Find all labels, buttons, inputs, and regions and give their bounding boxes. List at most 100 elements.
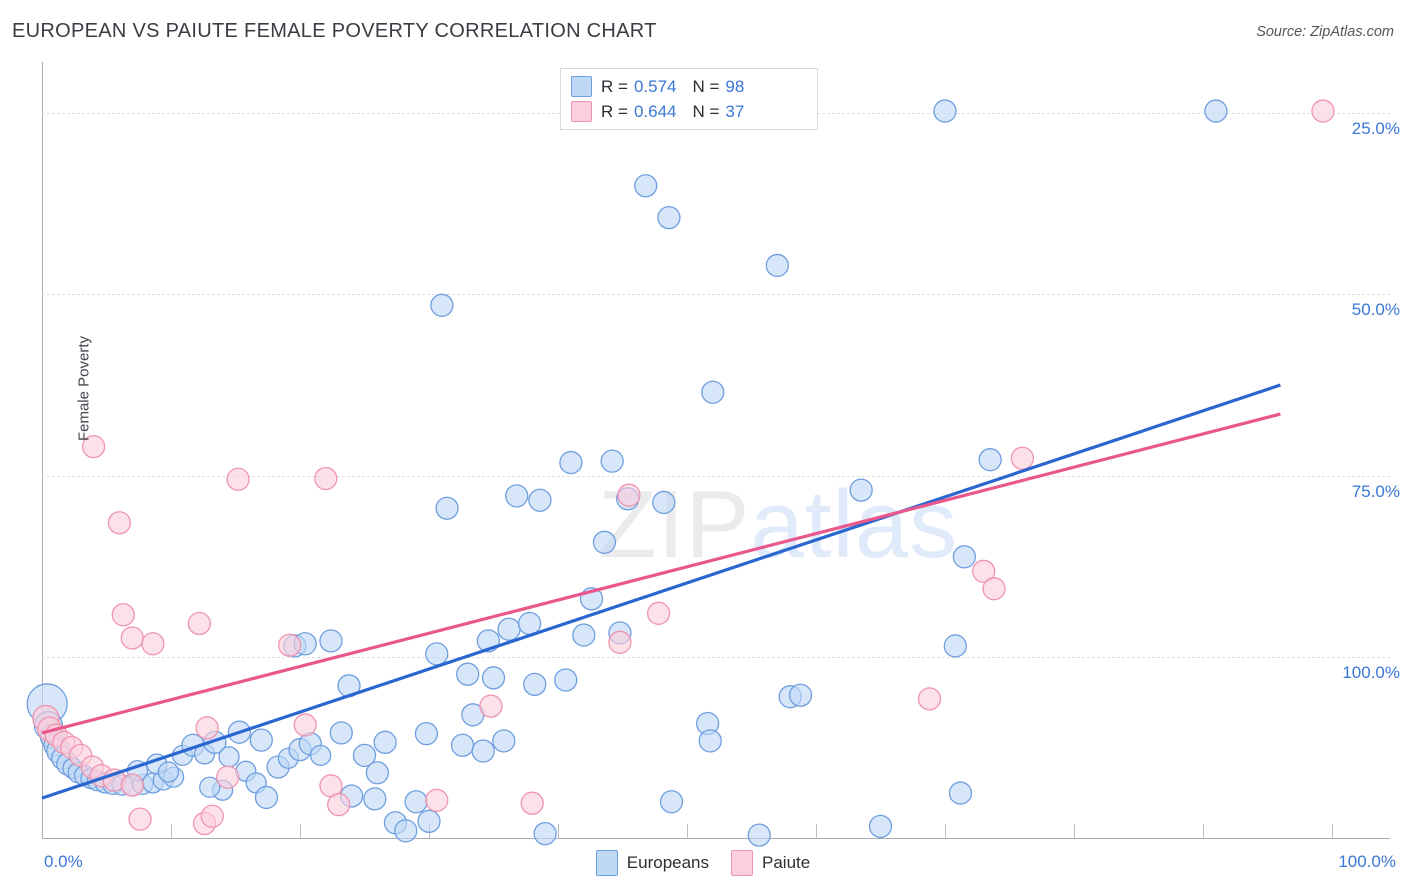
- data-point[interactable]: [572, 623, 596, 647]
- data-point[interactable]: [600, 449, 624, 473]
- data-point[interactable]: [128, 807, 152, 831]
- data-point[interactable]: [81, 434, 106, 459]
- data-point[interactable]: [698, 729, 722, 753]
- data-point[interactable]: [943, 634, 967, 658]
- data-point[interactable]: [657, 205, 681, 230]
- data-point[interactable]: [533, 822, 557, 846]
- scatter-plot: [26, 99, 1335, 847]
- data-point[interactable]: [492, 729, 516, 753]
- data-point[interactable]: [365, 761, 390, 785]
- data-point[interactable]: [327, 793, 351, 817]
- data-point[interactable]: [425, 788, 449, 812]
- data-point[interactable]: [505, 484, 529, 508]
- data-point[interactable]: [363, 787, 387, 811]
- data-point[interactable]: [479, 694, 503, 718]
- data-point[interactable]: [319, 629, 343, 653]
- data-point[interactable]: [559, 450, 583, 475]
- data-point[interactable]: [972, 559, 996, 583]
- x-tick-40: [558, 824, 559, 839]
- data-point[interactable]: [646, 601, 671, 625]
- data-point[interactable]: [417, 809, 441, 833]
- stat-swatch-paiute: [571, 101, 592, 122]
- data-point[interactable]: [634, 174, 658, 198]
- data-point[interactable]: [314, 466, 338, 491]
- stat-swatch-europeans: [571, 76, 592, 97]
- data-point[interactable]: [456, 662, 480, 686]
- y-axis-label-1: 75.0%: [1351, 481, 1400, 501]
- data-point[interactable]: [254, 785, 279, 810]
- data-point[interactable]: [849, 478, 873, 502]
- data-point[interactable]: [394, 819, 418, 843]
- y-axis-label-2: 50.0%: [1351, 300, 1400, 320]
- data-point[interactable]: [278, 633, 302, 657]
- data-point[interactable]: [226, 467, 250, 491]
- data-point[interactable]: [868, 814, 893, 839]
- data-point[interactable]: [497, 617, 521, 641]
- data-point[interactable]: [157, 761, 180, 783]
- data-point[interactable]: [608, 630, 632, 654]
- gridline-25: [42, 656, 1390, 658]
- legend-item-paiute[interactable]: Paiute: [731, 850, 810, 876]
- data-point[interactable]: [617, 483, 641, 507]
- data-point[interactable]: [948, 781, 973, 805]
- data-point[interactable]: [481, 666, 506, 690]
- data-point[interactable]: [293, 713, 317, 737]
- x-axis-line: [42, 838, 1390, 839]
- data-point[interactable]: [982, 577, 1006, 601]
- series-points-paiute: [32, 99, 1335, 836]
- data-point[interactable]: [404, 790, 428, 814]
- data-point[interactable]: [373, 730, 397, 754]
- data-point[interactable]: [788, 683, 813, 707]
- data-point[interactable]: [554, 668, 578, 692]
- data-point[interactable]: [187, 611, 212, 636]
- data-point[interactable]: [659, 790, 684, 814]
- data-point[interactable]: [517, 611, 542, 636]
- data-point[interactable]: [216, 765, 240, 789]
- data-point[interactable]: [120, 626, 144, 650]
- legend-label-paiute: Paiute: [762, 853, 811, 872]
- trendline-paiute: [41, 412, 1281, 735]
- data-point[interactable]: [352, 743, 377, 768]
- data-point[interactable]: [528, 488, 552, 512]
- data-point[interactable]: [329, 721, 353, 745]
- data-point[interactable]: [652, 490, 676, 515]
- data-point[interactable]: [765, 253, 789, 278]
- data-point[interactable]: [933, 99, 957, 123]
- data-point[interactable]: [120, 773, 144, 797]
- data-point[interactable]: [414, 721, 439, 746]
- x-tick-10: [171, 824, 172, 839]
- data-point[interactable]: [917, 687, 942, 711]
- data-point[interactable]: [107, 511, 132, 535]
- y-axis-label-0: 100.0%: [1342, 662, 1400, 682]
- x-tick-60: [816, 824, 817, 839]
- data-point[interactable]: [1204, 99, 1228, 123]
- legend-item-europeans[interactable]: Europeans: [595, 850, 709, 876]
- data-point[interactable]: [141, 632, 165, 656]
- data-point[interactable]: [218, 746, 240, 768]
- data-point[interactable]: [309, 744, 332, 767]
- data-point[interactable]: [249, 728, 273, 752]
- data-point[interactable]: [430, 293, 454, 317]
- data-point[interactable]: [450, 733, 475, 757]
- stat-n-value-europeans: 98: [725, 76, 745, 96]
- data-point[interactable]: [701, 380, 725, 404]
- data-point[interactable]: [471, 739, 495, 763]
- data-point[interactable]: [199, 776, 221, 798]
- data-point[interactable]: [200, 804, 224, 828]
- data-point[interactable]: [952, 545, 976, 569]
- data-point[interactable]: [195, 716, 219, 740]
- data-point[interactable]: [523, 672, 547, 697]
- data-point[interactable]: [978, 448, 1002, 472]
- data-point[interactable]: [520, 791, 544, 815]
- data-point[interactable]: [435, 496, 459, 520]
- data-point[interactable]: [111, 603, 135, 627]
- data-point[interactable]: [1311, 99, 1335, 123]
- stat-r-label-europeans: R =: [601, 76, 628, 96]
- data-point[interactable]: [1010, 446, 1035, 470]
- data-point[interactable]: [425, 642, 449, 666]
- data-point[interactable]: [592, 530, 617, 554]
- y-axis-label-3: 25.0%: [1351, 119, 1400, 139]
- data-point[interactable]: [747, 823, 771, 847]
- stat-row-paiute: R = 0.644 N = 37: [571, 99, 807, 124]
